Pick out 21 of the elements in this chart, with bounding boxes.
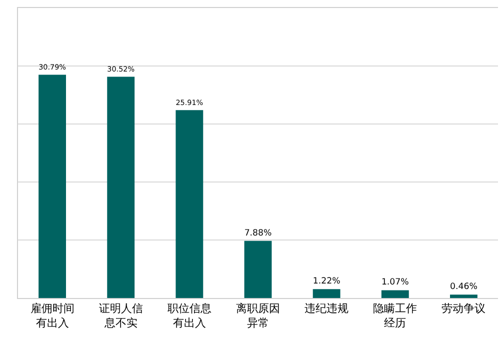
bar — [244, 240, 272, 298]
data-label: 1.07% — [381, 278, 409, 288]
bar — [107, 76, 135, 298]
x-tick-label: 职位信息有出入 — [167, 302, 212, 330]
data-label: 7.88% — [244, 228, 272, 238]
bar — [312, 289, 340, 298]
data-label: 1.22% — [312, 276, 340, 287]
bar — [381, 290, 409, 298]
x-tick-label: 违纪违规 — [304, 302, 349, 316]
data-label: 25.91% — [176, 98, 204, 107]
bar — [450, 294, 478, 298]
x-tick-label: 隐瞒工作经历 — [373, 302, 418, 330]
x-tick-label: 离职原因异常 — [236, 302, 280, 330]
x-tick-label: 雇佣时间有出入 — [30, 302, 74, 330]
x-tick-label: 劳动争议 — [442, 302, 486, 316]
x-tick-label: 证明人信息不实 — [98, 302, 143, 330]
bar — [38, 74, 66, 298]
data-label: 30.52% — [107, 64, 135, 74]
bar — [176, 110, 204, 298]
data-label: 0.46% — [450, 282, 478, 292]
data-label: 30.79% — [38, 62, 66, 72]
